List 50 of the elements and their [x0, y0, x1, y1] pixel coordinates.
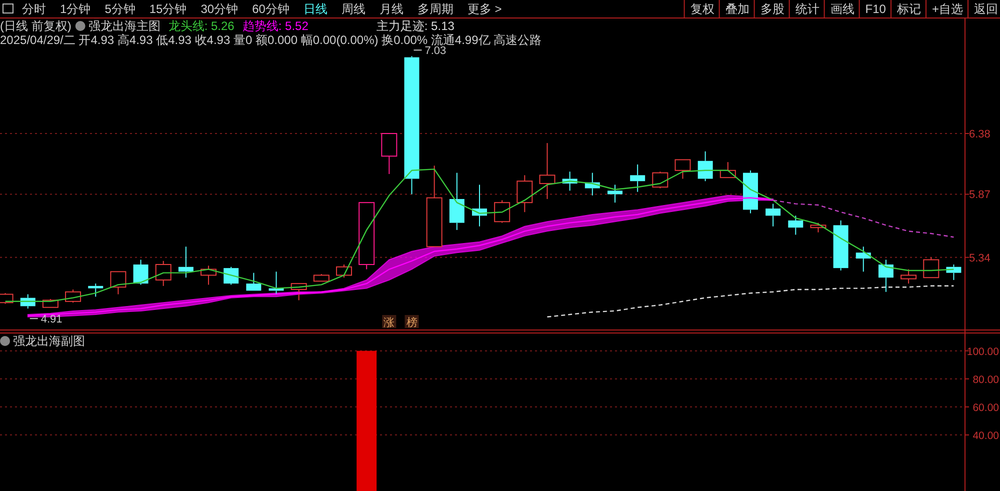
text: +自选: [932, 2, 963, 16]
text: 60分钟: [252, 2, 290, 16]
line-series: [546, 285, 954, 318]
text: 多周期: [417, 2, 454, 16]
text: 15分钟: [149, 2, 187, 16]
candlestick: [742, 170, 758, 214]
text: 趋势线: 5.52: [242, 19, 309, 33]
y-tick-label: 5.34: [969, 252, 990, 264]
text: 标记: [896, 2, 921, 16]
text: 主力足迹: 5.13: [376, 19, 455, 33]
text: 复权: [690, 2, 714, 16]
annotation: (日线 前复权): [0, 19, 72, 33]
candlestick: [878, 259, 894, 292]
annotation: 7.03: [424, 45, 446, 58]
candlestick: [946, 264, 962, 280]
text: 更多 >: [467, 2, 502, 16]
candlestick: [766, 203, 781, 227]
text: 分时: [22, 2, 46, 16]
chart-title: 强龙出海主图: [88, 19, 160, 33]
text: F10: [865, 2, 886, 16]
candlestick: [516, 174, 533, 213]
text: 5分钟: [104, 2, 136, 16]
y-tick-label: 80.00: [972, 374, 1000, 386]
text: 龙头线: 5.26: [168, 19, 235, 33]
text: 30分钟: [200, 2, 238, 16]
y-tick-label: 40.00: [972, 430, 1000, 442]
text: 统计: [795, 2, 820, 16]
annotation: 涨: [384, 317, 395, 329]
text: 日线: [303, 2, 328, 16]
y-tick-label: 5.87: [969, 189, 990, 202]
y-tick-label: 60.00: [972, 402, 1000, 414]
text: 多股: [760, 2, 784, 16]
candlestick: [404, 56, 420, 195]
candlestick: [630, 164, 646, 192]
candlestick: [449, 172, 464, 230]
text: 周线: [341, 2, 366, 16]
y-tick-label: 6.38: [969, 128, 990, 141]
chart-title: 强龙出海副图: [13, 334, 85, 348]
text: 画线: [830, 2, 854, 16]
text: 月线: [379, 2, 404, 16]
candlestick: [833, 220, 848, 271]
text: 返回: [974, 2, 998, 16]
annotation: 榜: [406, 316, 418, 329]
text: 1分钟: [60, 2, 91, 16]
annotation: 4.91: [40, 314, 62, 326]
text: 叠加: [725, 2, 750, 16]
candlestick: [539, 142, 556, 200]
line-series: [772, 200, 954, 238]
y-tick-label: 100.00: [966, 346, 1000, 358]
text: 2025/04/29/二 开4.93 高4.93 低4.93 收4.93 量0 额0.000 幅0.00(0.00%) 换0.00% 流通4.99亿 高速公路: [0, 33, 542, 47]
